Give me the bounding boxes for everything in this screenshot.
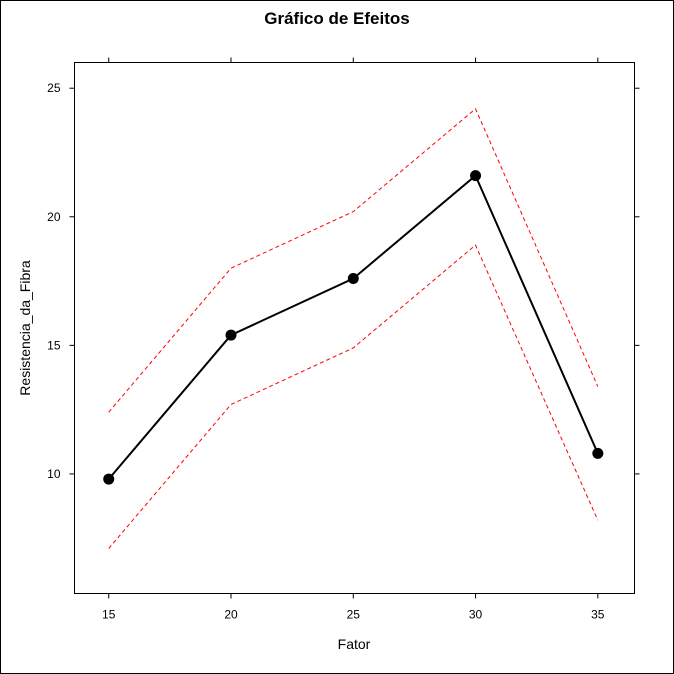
axes: 15 20 25 30 35 10 15 20 25 <box>47 57 640 622</box>
x-tick-label: 35 <box>591 608 605 622</box>
x-tick-label: 25 <box>347 608 361 622</box>
y-axis-label: Resistencia_da_Fibra <box>17 260 33 396</box>
y-tick-label: 20 <box>47 210 61 224</box>
data-point <box>347 273 359 284</box>
series-layer <box>103 107 604 549</box>
chart-title: Gráfico de Efeitos <box>264 9 409 28</box>
x-axis-label: Fator <box>338 636 371 652</box>
data-point <box>592 447 604 459</box>
lower-bound-line <box>108 244 599 549</box>
x-tick-label: 30 <box>469 608 483 622</box>
data-point <box>470 170 482 182</box>
upper-bound-line <box>108 107 599 413</box>
y-tick-label: 10 <box>47 467 61 481</box>
y-tick-label: 25 <box>47 81 61 95</box>
y-tick-label: 15 <box>47 338 61 352</box>
plot-panel <box>74 62 635 594</box>
x-tick-label: 20 <box>224 608 238 622</box>
data-point <box>225 329 237 341</box>
data-point <box>103 473 115 485</box>
x-tick-label: 15 <box>102 608 116 622</box>
